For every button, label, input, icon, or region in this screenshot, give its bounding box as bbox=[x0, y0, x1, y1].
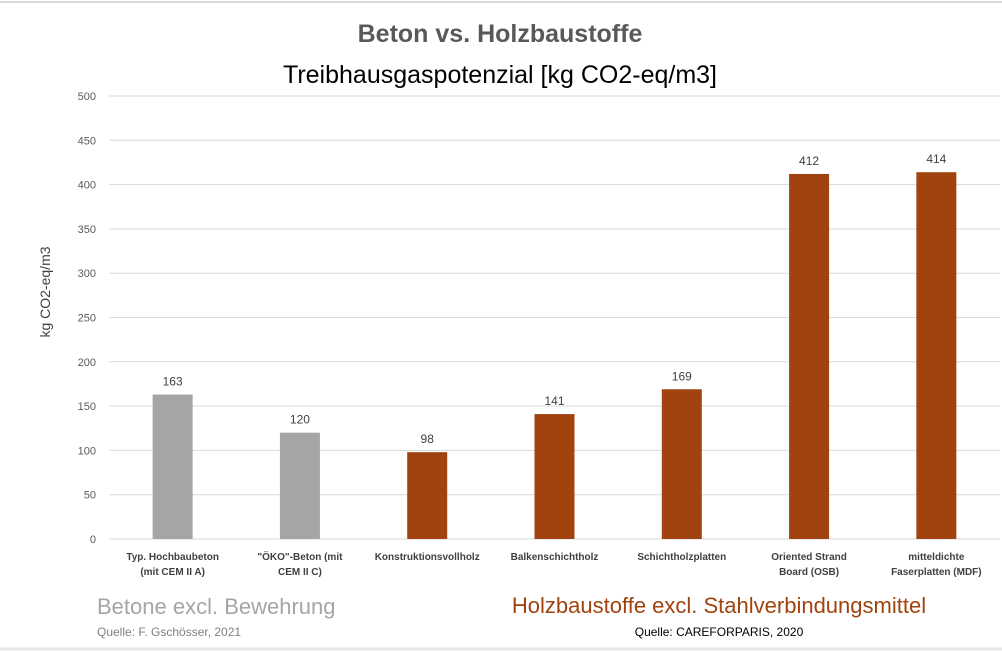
data-label: 414 bbox=[926, 152, 946, 166]
bar bbox=[152, 394, 193, 539]
bar bbox=[407, 452, 448, 539]
category-label: (mit CEM II A) bbox=[140, 567, 205, 578]
bar bbox=[916, 172, 957, 540]
y-tick-label: 50 bbox=[84, 490, 96, 502]
y-tick-label: 400 bbox=[78, 180, 96, 192]
data-label: 169 bbox=[672, 369, 692, 383]
y-tick-label: 250 bbox=[78, 313, 96, 325]
beton-group-label: Betone excl. Bewehrung bbox=[97, 594, 336, 619]
data-label: 163 bbox=[163, 375, 183, 389]
bar bbox=[661, 389, 702, 539]
chart-subtitle: Treibhausgaspotenzial [kg CO2-eq/m3] bbox=[283, 61, 717, 89]
bar bbox=[279, 432, 320, 539]
y-axis-label: kg CO2-eq/m3 bbox=[37, 246, 53, 337]
holz-source: Quelle: CAREFORPARIS, 2020 bbox=[635, 625, 804, 639]
beton-source: Quelle: F. Gschösser, 2021 bbox=[97, 625, 241, 639]
y-tick-label: 0 bbox=[90, 534, 96, 546]
category-label: Oriented Strand bbox=[771, 552, 847, 563]
chart-title: Beton vs. Holzbaustoffe bbox=[358, 20, 643, 48]
data-label: 141 bbox=[544, 394, 564, 408]
category-label: Konstruktionsvollholz bbox=[375, 552, 480, 563]
y-tick-label: 350 bbox=[78, 224, 96, 236]
data-label: 98 bbox=[421, 432, 435, 446]
y-tick-label: 200 bbox=[78, 357, 96, 369]
category-label: Faserplatten (MDF) bbox=[891, 567, 982, 578]
bar bbox=[789, 173, 830, 539]
category-label: CEM II C) bbox=[278, 567, 322, 578]
y-tick-label: 500 bbox=[78, 91, 96, 103]
data-label: 120 bbox=[290, 413, 310, 427]
y-tick-label: 150 bbox=[78, 401, 96, 413]
category-label: Board (OSB) bbox=[779, 567, 839, 578]
category-label: Balkenschichtholz bbox=[511, 552, 599, 563]
category-label: Schichtholzplatten bbox=[637, 552, 726, 563]
category-label: "ÖKO"-Beton (mit bbox=[257, 550, 343, 563]
bar bbox=[534, 414, 575, 539]
y-tick-label: 450 bbox=[78, 135, 96, 147]
category-label: Typ. Hochbaubeton bbox=[126, 552, 219, 563]
y-tick-label: 300 bbox=[78, 268, 96, 280]
data-label: 412 bbox=[799, 154, 819, 168]
holz-group-label: Holzbaustoffe excl. Stahlverbindungsmitt… bbox=[512, 593, 926, 618]
y-tick-label: 100 bbox=[78, 445, 96, 457]
category-label: mitteldichte bbox=[908, 552, 965, 563]
